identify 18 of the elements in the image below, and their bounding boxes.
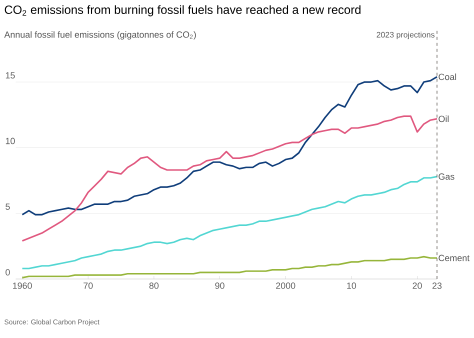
x-tick-label: 23 xyxy=(432,282,442,289)
series-label: Oil xyxy=(438,116,449,122)
chart-subtitle: Annual fossil fuel emissions (gigatonnes of CO$_{2}$) xyxy=(4,31,196,40)
x-tick-label: 2000 xyxy=(276,282,296,289)
chart-title: CO$_{2}$ emissions from burning fossil fuels have reached a new record xyxy=(4,5,360,16)
y-tick-label: 10 xyxy=(6,138,15,144)
series-label: Coal xyxy=(438,73,456,80)
x-tick-label: 20 xyxy=(412,282,422,289)
series-label: Gas xyxy=(438,173,454,180)
y-tick-label: 0 xyxy=(6,269,10,276)
x-tick-label: 70 xyxy=(84,282,93,289)
x-tick-label: 1960 xyxy=(13,282,32,289)
x-tick-label: 10 xyxy=(347,282,356,289)
x-tick-label: 90 xyxy=(215,282,224,289)
y-tick-label: 15 xyxy=(6,72,15,79)
y-tick-label: 5 xyxy=(6,204,10,210)
x-tick-label: 80 xyxy=(149,282,159,289)
series-label: Cement xyxy=(438,254,470,262)
